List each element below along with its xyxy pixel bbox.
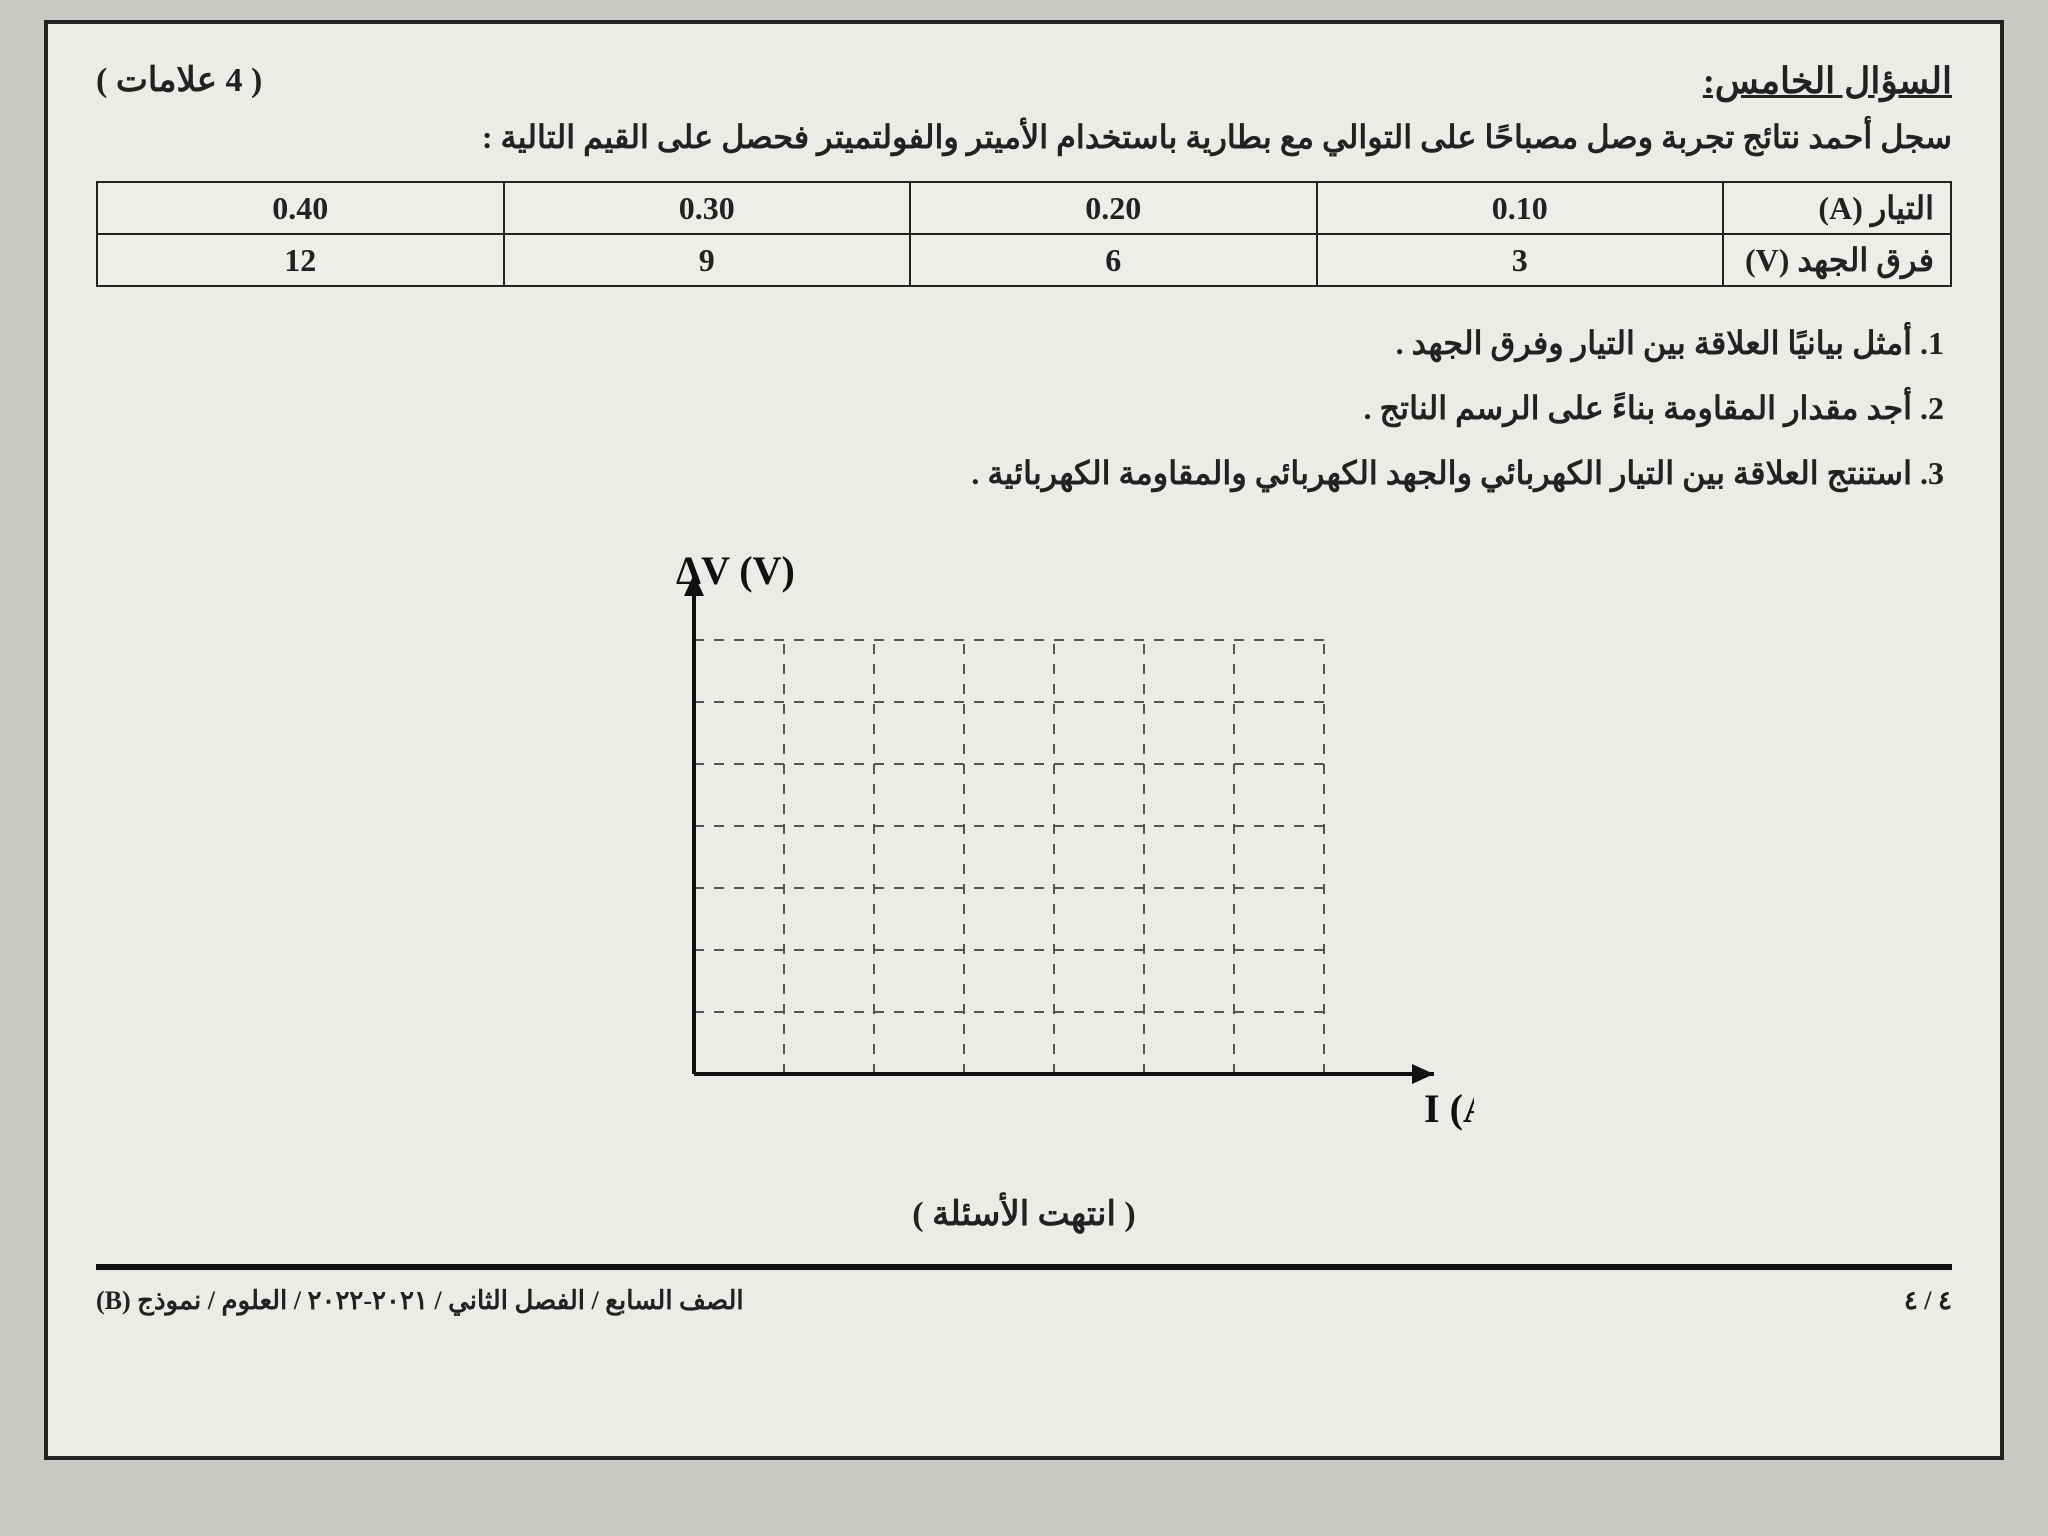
table-cell: 12 — [97, 234, 504, 286]
question-marks: ( 4 علامات ) — [96, 60, 262, 100]
question-title: السؤال الخامس: — [1703, 60, 1952, 102]
task-item: أجد مقدار المقاومة بناءً على الرسم النات… — [96, 378, 1912, 439]
exam-page: السؤال الخامس: ( 4 علامات ) سجل أحمد نتا… — [44, 20, 2004, 1460]
task-list: أمثل بيانيًا العلاقة بين التيار وفرق الج… — [96, 313, 1912, 503]
page-footer: الصف السابع / الفصل الثاني / ٢٠٢١-٢٠٢٢ /… — [96, 1286, 1952, 1316]
end-of-questions: ( انتهت الأسئلة ) — [96, 1194, 1952, 1234]
table-cell: 0.40 — [97, 182, 504, 234]
table-cell: 3 — [1317, 234, 1724, 286]
table-cell: 0.30 — [504, 182, 911, 234]
table-cell: 0.20 — [910, 182, 1317, 234]
table-cell: 0.10 — [1317, 182, 1724, 234]
footer-info: الصف السابع / الفصل الثاني / ٢٠٢١-٢٠٢٢ /… — [96, 1286, 744, 1316]
question-header-row: السؤال الخامس: ( 4 علامات ) — [96, 60, 1952, 102]
question-prompt: سجل أحمد نتائج تجربة وصل مصباحًا على الت… — [96, 112, 1952, 163]
svg-text:I (A): I (A) — [1424, 1086, 1474, 1131]
table-row: التيار (A) 0.10 0.20 0.30 0.40 — [97, 182, 1951, 234]
row-header-voltage: فرق الجهد (V) — [1723, 234, 1951, 286]
data-table: التيار (A) 0.10 0.20 0.30 0.40 فرق الجهد… — [96, 181, 1952, 287]
table-cell: 9 — [504, 234, 911, 286]
footer-page-number: ٤ / ٤ — [1904, 1286, 1952, 1316]
svg-text:ΔV (V): ΔV (V) — [676, 548, 795, 593]
chart-container: I (A) ΔV (V) — [96, 534, 1952, 1134]
task-item: استنتج العلاقة بين التيار الكهربائي والج… — [96, 443, 1912, 504]
task-item: أمثل بيانيًا العلاقة بين التيار وفرق الج… — [96, 313, 1912, 374]
separator-line — [96, 1264, 1952, 1270]
table-row: فرق الجهد (V) 3 6 9 12 — [97, 234, 1951, 286]
blank-graph: I (A) ΔV (V) — [574, 534, 1474, 1134]
row-header-current: التيار (A) — [1723, 182, 1951, 234]
table-cell: 6 — [910, 234, 1317, 286]
